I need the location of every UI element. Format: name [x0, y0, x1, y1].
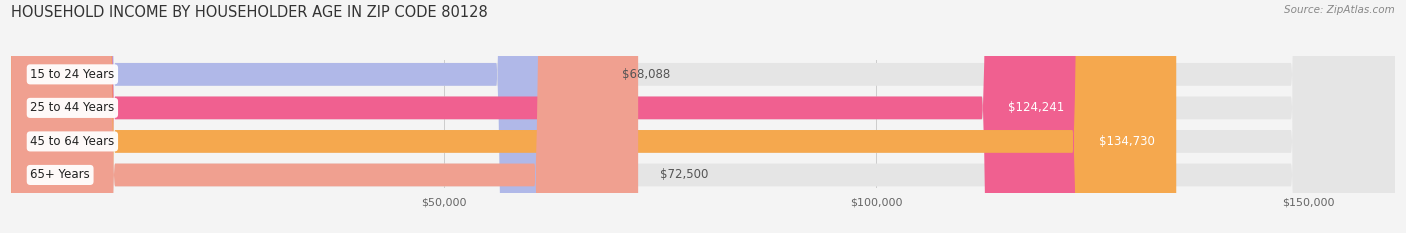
- FancyBboxPatch shape: [11, 0, 1395, 233]
- Text: 25 to 44 Years: 25 to 44 Years: [31, 101, 114, 114]
- Text: Source: ZipAtlas.com: Source: ZipAtlas.com: [1284, 5, 1395, 15]
- Text: $72,500: $72,500: [659, 168, 709, 182]
- FancyBboxPatch shape: [11, 0, 1177, 233]
- Text: 15 to 24 Years: 15 to 24 Years: [31, 68, 114, 81]
- FancyBboxPatch shape: [11, 0, 638, 233]
- FancyBboxPatch shape: [11, 0, 1395, 233]
- Text: $68,088: $68,088: [621, 68, 669, 81]
- Text: HOUSEHOLD INCOME BY HOUSEHOLDER AGE IN ZIP CODE 80128: HOUSEHOLD INCOME BY HOUSEHOLDER AGE IN Z…: [11, 5, 488, 20]
- Text: $124,241: $124,241: [1008, 101, 1064, 114]
- Text: $134,730: $134,730: [1098, 135, 1154, 148]
- FancyBboxPatch shape: [11, 0, 600, 233]
- FancyBboxPatch shape: [11, 0, 1085, 233]
- Text: 45 to 64 Years: 45 to 64 Years: [31, 135, 114, 148]
- FancyBboxPatch shape: [11, 0, 1395, 233]
- Text: 65+ Years: 65+ Years: [31, 168, 90, 182]
- FancyBboxPatch shape: [11, 0, 1395, 233]
